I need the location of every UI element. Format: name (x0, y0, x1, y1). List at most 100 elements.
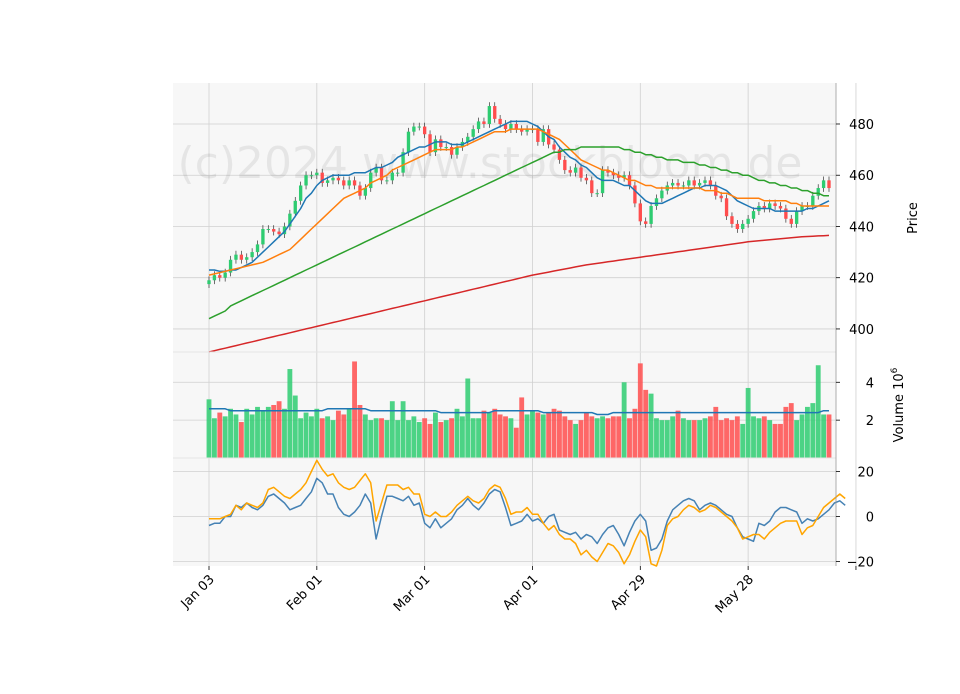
volume-bar (648, 393, 654, 458)
volume-bar (379, 418, 384, 458)
candle-body (482, 121, 486, 124)
date-tick-label: May 28 (713, 572, 757, 616)
candle-body (514, 123, 518, 130)
volume-bar (438, 422, 444, 458)
candle-body (568, 170, 572, 173)
candle-body (525, 129, 529, 132)
volume-bar (821, 414, 827, 458)
volume-bar (702, 418, 708, 458)
volume-bar (433, 412, 438, 458)
volume-bar (497, 414, 503, 458)
candle-body (207, 280, 211, 285)
volume-bar (826, 414, 832, 458)
volume-bar (486, 412, 492, 458)
moving-average-line (209, 120, 830, 273)
volume-bar (503, 416, 508, 458)
volume-bar (546, 412, 552, 458)
oscillator-tick-label: 20 (857, 466, 874, 481)
volume-bar (255, 406, 260, 458)
plot-background (173, 83, 836, 566)
volume-bar (751, 416, 756, 458)
candle-body (466, 136, 470, 142)
volume-bar (449, 418, 455, 458)
volume-bar (287, 369, 293, 458)
candle-body (449, 147, 454, 155)
candle-body (325, 180, 330, 183)
volume-bar (718, 420, 724, 458)
candle-body (622, 175, 626, 178)
volume-bar (476, 418, 481, 458)
candle-body (444, 147, 448, 149)
candle-body (315, 172, 319, 176)
candle-body (304, 175, 308, 186)
candle-body (789, 218, 793, 224)
candle-body (331, 177, 335, 181)
volume-bar (513, 427, 519, 458)
volume-bar (244, 408, 250, 458)
volume-bar (217, 412, 223, 458)
volume-bar (697, 420, 703, 458)
candle-body (342, 180, 346, 186)
volume-bar (422, 418, 428, 458)
volume-bar (276, 401, 282, 458)
volume-bar (352, 361, 357, 458)
price-axis-label: Price (906, 202, 921, 234)
candle-body (493, 106, 497, 119)
volume-bar (772, 423, 778, 458)
candle-body (374, 167, 378, 173)
candle-body (428, 134, 432, 153)
volume-tick-label: 4 (866, 376, 874, 391)
volume-bar (373, 418, 379, 458)
volume-bar (767, 420, 773, 458)
volume-bar (535, 412, 541, 458)
volume-bar (389, 401, 395, 458)
volume-bar (659, 420, 665, 458)
date-tick-label: Apr 29 (608, 572, 649, 613)
volume-bar (675, 410, 681, 458)
oscillator-line (209, 459, 846, 567)
candle-body (250, 252, 254, 258)
candle-body (746, 218, 750, 224)
price-tick-label: 440 (849, 220, 874, 235)
volume-bar (211, 418, 217, 458)
candle-body (697, 182, 702, 186)
volume-bar (206, 399, 212, 458)
candle-body (579, 167, 583, 178)
candle-body (762, 205, 766, 209)
volume-bar (282, 408, 287, 458)
candle-body (703, 180, 707, 183)
candle-body (784, 208, 788, 219)
candle-body (476, 121, 481, 130)
candle-body (363, 188, 368, 196)
candle-body (800, 205, 804, 212)
price-tick-label: 460 (849, 169, 874, 184)
volume-bar (416, 422, 422, 458)
candle-body (503, 123, 508, 130)
candle-body (369, 172, 373, 189)
candle-body (654, 198, 659, 206)
volume-bar (729, 420, 735, 458)
volume-bar (470, 418, 476, 458)
candle-body (277, 231, 281, 235)
candle-body (422, 126, 427, 135)
price-tick-label: 420 (849, 272, 874, 287)
candle-body (352, 180, 357, 186)
volume-bar (508, 418, 514, 458)
candle-body (309, 175, 314, 177)
volume-ma-line (209, 408, 829, 416)
volume-bar (713, 406, 719, 458)
volume-bar (616, 416, 622, 458)
volume-bar (664, 420, 670, 458)
candle-body (827, 180, 831, 189)
candle-body (390, 172, 394, 181)
candle-body (794, 211, 799, 224)
volume-tick-label: 2 (866, 414, 874, 429)
candle-body (266, 229, 270, 231)
volume-bar (233, 414, 239, 458)
candle-body (320, 172, 324, 183)
candle-body (778, 205, 783, 209)
candle-body (644, 221, 648, 224)
candle-body (255, 244, 260, 253)
volume-bar (368, 420, 374, 458)
